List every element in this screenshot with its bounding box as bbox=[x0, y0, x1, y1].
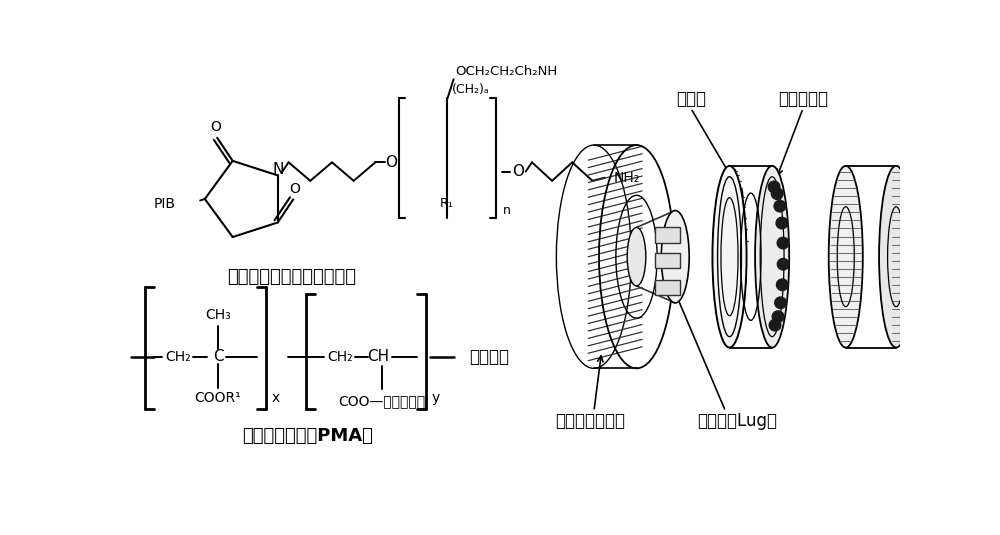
FancyBboxPatch shape bbox=[655, 253, 680, 268]
Circle shape bbox=[777, 237, 789, 249]
Ellipse shape bbox=[879, 166, 913, 348]
Text: O: O bbox=[512, 164, 524, 179]
FancyBboxPatch shape bbox=[655, 280, 680, 295]
Text: N: N bbox=[272, 162, 283, 177]
Circle shape bbox=[775, 297, 786, 309]
Circle shape bbox=[769, 319, 781, 331]
Text: O: O bbox=[289, 181, 300, 196]
Text: O: O bbox=[210, 120, 221, 134]
Text: O: O bbox=[385, 155, 397, 170]
Circle shape bbox=[777, 258, 789, 270]
Text: COO—烯烃对聚体: COO—烯烃对聚体 bbox=[339, 394, 426, 408]
Ellipse shape bbox=[627, 227, 646, 286]
Text: 换档齿轮的斜面: 换档齿轮的斜面 bbox=[555, 412, 625, 430]
Text: C: C bbox=[213, 349, 223, 364]
Ellipse shape bbox=[712, 166, 747, 348]
Circle shape bbox=[776, 279, 788, 291]
Text: CH₃: CH₃ bbox=[205, 308, 231, 322]
Text: 《烯烃酰胺梳状PMA》: 《烯烃酰胺梳状PMA》 bbox=[242, 427, 373, 445]
FancyBboxPatch shape bbox=[655, 227, 680, 243]
Ellipse shape bbox=[755, 166, 789, 348]
Text: NH₂: NH₂ bbox=[614, 171, 640, 185]
Text: PIB: PIB bbox=[153, 196, 175, 211]
Text: 内弹簧: 内弹簧 bbox=[676, 90, 706, 108]
Text: (CH₂)ₐ: (CH₂)ₐ bbox=[452, 83, 490, 96]
Circle shape bbox=[772, 311, 784, 323]
Ellipse shape bbox=[829, 166, 863, 348]
Text: CH₂: CH₂ bbox=[327, 350, 352, 364]
Text: COOR¹: COOR¹ bbox=[195, 392, 241, 406]
Circle shape bbox=[776, 217, 788, 229]
Text: 同步器齿环: 同步器齿环 bbox=[778, 90, 828, 108]
Circle shape bbox=[771, 188, 783, 200]
Text: R₁: R₁ bbox=[440, 197, 453, 210]
Ellipse shape bbox=[661, 210, 689, 303]
Text: 酰胺单体: 酰胺单体 bbox=[469, 348, 509, 366]
Circle shape bbox=[768, 181, 780, 193]
Text: x: x bbox=[271, 392, 279, 406]
Text: 突起部（Lug）: 突起部（Lug） bbox=[697, 412, 777, 430]
Text: n: n bbox=[502, 203, 510, 217]
Text: y: y bbox=[432, 392, 440, 406]
Circle shape bbox=[774, 200, 786, 212]
Text: 《聚异丁烯基璇珀酰亚胺》: 《聚异丁烯基璇珀酰亚胺》 bbox=[227, 269, 356, 286]
Text: CH₂: CH₂ bbox=[165, 350, 191, 364]
Text: CH: CH bbox=[367, 349, 389, 364]
Text: OCH₂CH₂Ch₂NH: OCH₂CH₂Ch₂NH bbox=[455, 65, 557, 78]
